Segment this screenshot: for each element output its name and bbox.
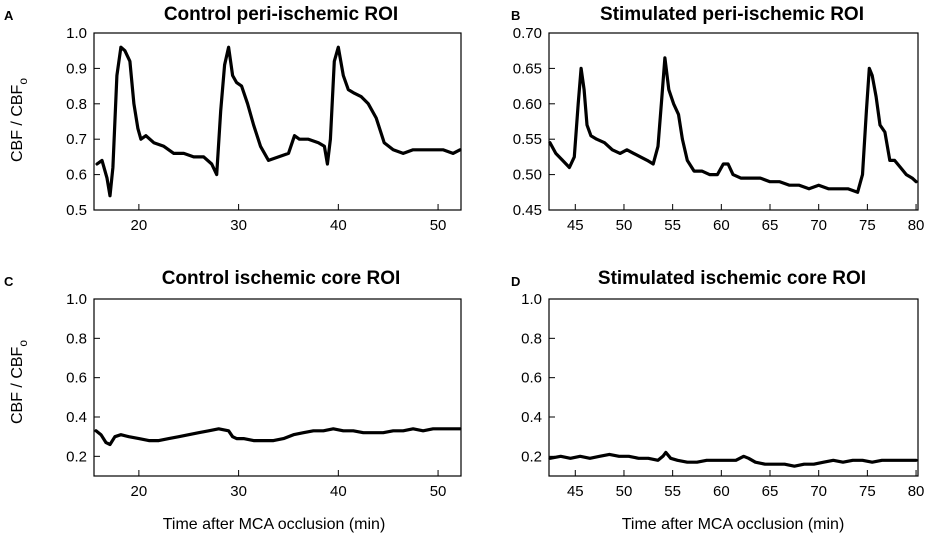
panel-c-series-line	[94, 427, 462, 447]
panel-c-frame	[93, 298, 462, 477]
panel-d: D Stimulated ischemic core ROI Time afte…	[511, 268, 924, 533]
panel-a-x-tick-label: 50	[430, 217, 447, 234]
panel-b-y-tick-label: 0.50	[513, 167, 542, 184]
panel-c-letter: C	[4, 274, 14, 289]
panel-d-frame	[548, 298, 919, 477]
panel-d-letter: D	[511, 274, 520, 289]
panel-c-y-tick-label: 0.8	[66, 330, 87, 347]
panel-a-letter: A	[4, 8, 14, 23]
panel-a-series-line	[95, 45, 462, 198]
panel-a-title: Control peri-ischemic ROI	[164, 4, 398, 25]
panel-d-x-tick-label: 70	[810, 483, 827, 500]
panel-b-y-tick-label: 0.55	[513, 131, 542, 148]
panel-c: C Control ischemic core ROI CBF / CBFo T…	[4, 268, 462, 533]
panel-a-x-tick-label: 20	[131, 217, 148, 234]
panel-b-x-tick-label: 80	[908, 217, 925, 234]
panel-b-title: Stimulated peri-ischemic ROI	[600, 4, 864, 25]
panel-b-series-line	[548, 56, 918, 194]
panel-c-y-tick-label: 1.0	[66, 291, 87, 308]
panel-d-x-tick-label: 75	[859, 483, 876, 500]
panel-d-x-axis-label: Time after MCA occlusion (min)	[622, 516, 845, 533]
panel-b-y-tick-label: 0.60	[513, 96, 542, 113]
panel-b-letter: B	[511, 8, 520, 23]
panel-d-y-tick-label: 0.2	[521, 448, 542, 465]
panel-d-y-tick-label: 1.0	[521, 291, 542, 308]
panel-d-x-tick-label: 55	[664, 483, 681, 500]
panel-b-x-tick-label: 65	[762, 217, 779, 234]
panel-c-x-tick-label: 20	[131, 483, 148, 500]
panel-b-x-tick-label: 45	[567, 217, 584, 234]
panel-d-title: Stimulated ischemic core ROI	[598, 268, 866, 289]
panel-b-plot: 45 50 55 60 65 70 75 80 0.45 0.50 0.55 0.60 0.65 0.70	[513, 25, 925, 234]
panel-a-y-tick-label: 0.5	[66, 202, 87, 219]
panel-a: A Control peri-ischemic ROI CBF / CBFo 2…	[4, 4, 462, 234]
panel-c-y-axis-label: CBF / CBFo	[9, 340, 30, 424]
panel-b-x-tick-label: 55	[664, 217, 681, 234]
panel-a-y-tick-label: 0.7	[66, 131, 87, 148]
panel-d-y-tick-label: 0.4	[521, 409, 542, 426]
panel-b-y-tick-label: 0.65	[513, 60, 542, 77]
panel-a-y-tick-label: 0.6	[66, 167, 87, 184]
panel-a-y-tick-label: 0.9	[66, 60, 87, 77]
panel-d-y-tick-label: 0.6	[521, 370, 542, 387]
panel-b-y-tick-label: 0.70	[513, 25, 542, 42]
panel-c-x-tick-label: 50	[430, 483, 447, 500]
panel-d-x-tick-label: 60	[713, 483, 730, 500]
panel-a-y-axis-label: CBF / CBFo	[9, 78, 30, 162]
panel-a-x-tick-label: 40	[330, 217, 347, 234]
panel-b: B Stimulated peri-ischemic ROI 45 50 55 60 6…	[511, 4, 924, 234]
panel-a-y-tick-label: 0.8	[66, 96, 87, 113]
panel-d-y-tick-label: 0.8	[521, 330, 542, 347]
panel-d-series-line	[548, 450, 918, 468]
panel-c-y-tick-label: 0.6	[66, 370, 87, 387]
panel-a-x-tick-label: 30	[230, 217, 247, 234]
panel-b-x-tick-label: 70	[810, 217, 827, 234]
panel-b-frame	[548, 32, 919, 211]
panel-d-x-tick-label: 45	[567, 483, 584, 500]
panel-d-x-tick-label: 80	[908, 483, 925, 500]
panel-b-x-tick-label: 75	[859, 217, 876, 234]
panel-d-x-tick-label: 50	[616, 483, 633, 500]
panel-c-x-tick-label: 40	[330, 483, 347, 500]
panel-a-y-tick-label: 1.0	[66, 25, 87, 42]
panel-b-x-tick-label: 50	[616, 217, 633, 234]
panel-c-y-tick-label: 0.2	[66, 448, 87, 465]
panel-c-x-axis-label: Time after MCA occlusion (min)	[163, 516, 386, 533]
panel-a-plot: 20 30 40 50 0.5 0.6 0.7 0.8 0.9 1.0	[66, 25, 462, 234]
panel-b-x-tick-label: 60	[713, 217, 730, 234]
panel-c-y-tick-label: 0.4	[66, 409, 87, 426]
panel-c-plot: 20 30 40 50 0.2 0.4 0.6 0.8 1.0	[66, 291, 462, 500]
panel-a-frame	[93, 32, 462, 211]
panel-c-title: Control ischemic core ROI	[162, 268, 401, 289]
panel-d-plot: 45 50 55 60 65 70 75 80 0.2 0.4 0.6 0.8 1.0	[521, 291, 924, 500]
panel-c-x-tick-label: 30	[230, 483, 247, 500]
panel-d-x-tick-label: 65	[762, 483, 779, 500]
panel-b-y-tick-label: 0.45	[513, 202, 542, 219]
